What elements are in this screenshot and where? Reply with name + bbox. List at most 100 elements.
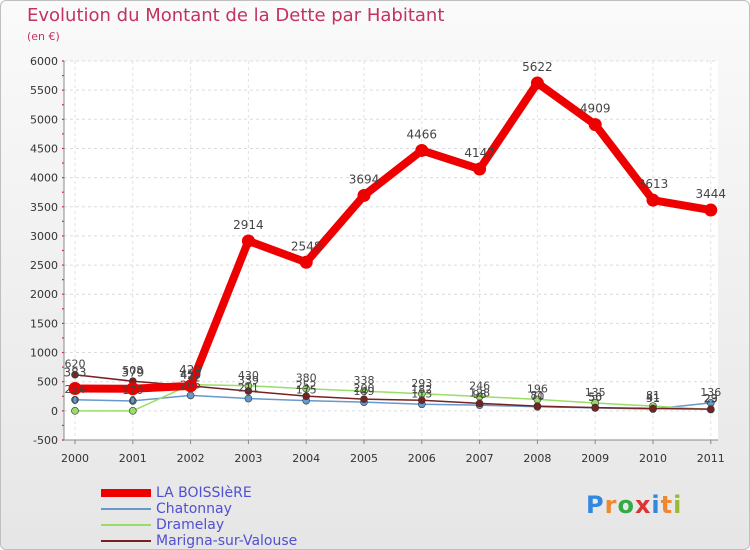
- data-label: 254: [65, 383, 86, 396]
- data-label: 4909: [580, 102, 611, 116]
- data-point: [186, 391, 195, 400]
- data-point: [649, 404, 657, 413]
- y-tick-label: 3500: [30, 201, 58, 214]
- x-tick-label: 2005: [350, 452, 378, 465]
- data-label: 339: [238, 374, 259, 387]
- data-point: [533, 402, 542, 410]
- logo-letter: P: [586, 491, 605, 519]
- data-label: 620: [65, 358, 86, 371]
- data-label: 246: [469, 380, 490, 393]
- data-label: 136: [700, 386, 721, 399]
- y-tick-label: 1000: [30, 347, 58, 360]
- legend-swatch: [101, 524, 151, 526]
- data-label: 380: [296, 372, 317, 385]
- data-label: 56: [588, 391, 602, 404]
- data-point: [475, 399, 484, 408]
- data-label: 3694: [349, 172, 380, 186]
- chart-title: Evolution du Montant de la Dette par Hab…: [27, 5, 445, 26]
- legend-swatch: [101, 540, 151, 542]
- legend-item: Chatonnay: [101, 501, 297, 517]
- data-label: 0: [72, 394, 79, 407]
- data-label: 128: [469, 386, 490, 399]
- data-point: [706, 405, 715, 413]
- logo-letter: r: [604, 491, 618, 519]
- legend-label: Dramelay: [156, 517, 225, 533]
- y-tick-label: 1500: [30, 317, 58, 330]
- data-label: 211: [238, 382, 259, 395]
- legend-label: Chatonnay: [156, 501, 232, 517]
- data-label: 0: [129, 394, 136, 407]
- data-label: 430: [238, 369, 259, 382]
- data-point: [302, 384, 311, 393]
- legend-item: LA BOISSIèRE: [101, 485, 297, 501]
- x-tick-label: 2009: [581, 452, 609, 465]
- data-point: [302, 392, 311, 400]
- legend-item: Dramelay: [101, 517, 297, 533]
- data-label: 383: [64, 366, 87, 380]
- y-tick-label: 4500: [30, 142, 58, 155]
- data-point: [415, 143, 429, 157]
- plot-area: [64, 61, 718, 440]
- x-tick-label: 2004: [292, 452, 320, 465]
- data-point: [129, 407, 137, 415]
- x-tick-label: 2001: [119, 452, 147, 465]
- logo-letter: o: [617, 491, 635, 519]
- data-label: 3444: [696, 187, 727, 201]
- data-label: 450: [180, 368, 201, 381]
- legend-label: LA BOISSIèRE: [156, 485, 252, 501]
- logo-letter: x: [634, 491, 652, 519]
- x-tick-label: 2006: [408, 452, 436, 465]
- data-point: [360, 387, 368, 395]
- y-tick-label: 4000: [30, 172, 58, 185]
- series-line-0: [74, 79, 712, 393]
- data-label: 4147: [464, 146, 495, 160]
- data-point: [530, 76, 544, 90]
- data-label: 70: [530, 390, 544, 403]
- data-point: [360, 395, 368, 403]
- y-tick-label: 0: [51, 405, 58, 418]
- data-label: 113: [411, 387, 432, 400]
- data-label: 29: [704, 392, 718, 405]
- legend-swatch: [101, 508, 151, 510]
- axes: 6000550050004500400035003000250020001500…: [30, 55, 725, 465]
- y-tick-label: 2000: [30, 288, 58, 301]
- data-label: 31: [646, 392, 660, 405]
- proxiti-logo: Proxiti: [586, 491, 682, 519]
- data-point: [241, 234, 255, 248]
- data-label: 50: [588, 391, 602, 404]
- data-point: [591, 403, 600, 412]
- y-tick-label: 6000: [30, 55, 58, 68]
- legend: LA BOISSIèRE Chatonnay Dramelay Marigna-sur…: [101, 485, 297, 549]
- data-label: 508: [122, 364, 143, 377]
- x-tick-label: 2008: [523, 452, 551, 465]
- data-label: 3613: [638, 177, 669, 191]
- logo-letter: i: [651, 491, 661, 519]
- data-label: 4466: [407, 127, 438, 141]
- unit-label: (en €): [27, 30, 60, 43]
- data-label: 379: [121, 366, 144, 380]
- logo-letter: t: [660, 491, 674, 519]
- data-point: [299, 255, 313, 269]
- legend-swatch: [101, 489, 151, 497]
- data-point: [417, 396, 426, 405]
- data-label: 5622: [522, 60, 553, 74]
- data-label: 41: [646, 391, 660, 404]
- data-label: 200: [354, 382, 375, 395]
- data-point: [184, 379, 198, 393]
- series-layer: [68, 76, 718, 415]
- x-tick-label: 2007: [466, 452, 494, 465]
- grid: [64, 60, 718, 441]
- data-point: [588, 118, 602, 132]
- data-point: [704, 203, 718, 217]
- y-tick-label: -500: [33, 434, 58, 447]
- data-label: 81: [530, 389, 544, 402]
- data-labels: 254 170 265 211 175 149 113 98 70 50 31 136 0 0 450 430…: [64, 60, 727, 407]
- data-label: 196: [527, 382, 548, 395]
- y-tick-label: 3000: [30, 230, 58, 243]
- data-point: [244, 387, 253, 395]
- data-label: 338: [354, 374, 375, 387]
- logo-letter: i: [673, 491, 683, 519]
- data-label: 429: [180, 369, 201, 382]
